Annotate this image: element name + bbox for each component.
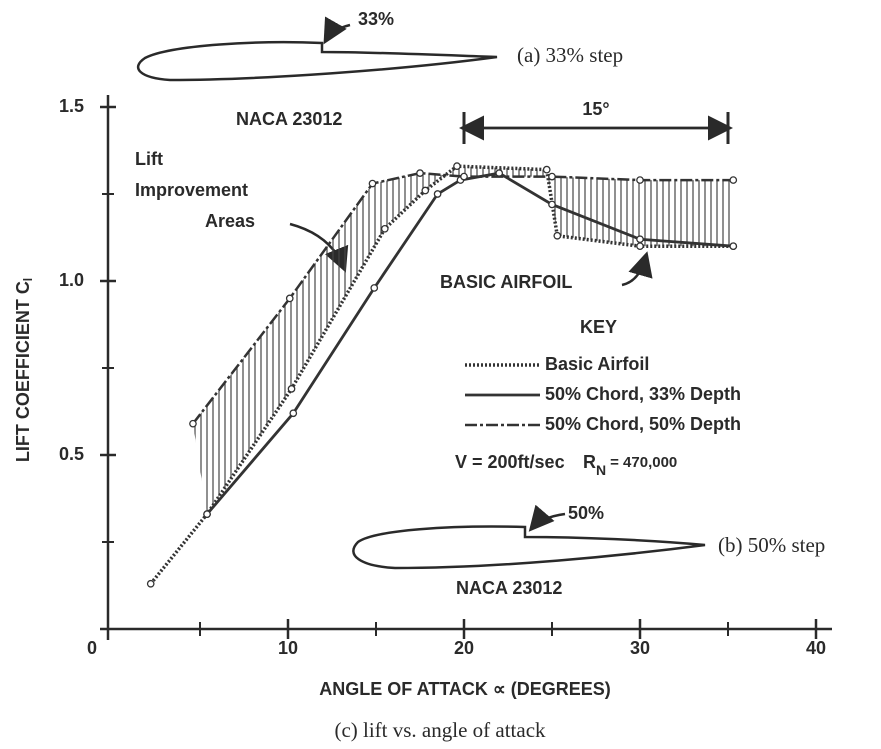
series-line xyxy=(149,164,734,585)
airfoil-b-arrow xyxy=(528,504,566,532)
data-point xyxy=(636,242,644,251)
data-point xyxy=(370,284,379,292)
data-point xyxy=(368,179,377,188)
legend-label: 50% Chord, 50% Depth xyxy=(545,414,741,434)
bracket-label: 15° xyxy=(582,99,609,119)
improvement-label: Lift xyxy=(135,149,163,169)
data-point xyxy=(146,579,155,588)
x-axis-label: ANGLE OF ATTACK ∝ (DEGREES) xyxy=(319,679,611,699)
data-point xyxy=(729,242,738,251)
data-point xyxy=(380,224,389,233)
data-point xyxy=(287,385,296,393)
x-tick-label: 30 xyxy=(630,638,650,658)
data-point xyxy=(548,200,556,209)
airfoil-a-name: NACA 23012 xyxy=(236,109,342,129)
airfoil-b-name: NACA 23012 xyxy=(456,578,562,598)
data-point xyxy=(453,162,461,171)
legend-title: KEY xyxy=(580,317,617,337)
reynolds: RN = 470,000 xyxy=(583,452,677,478)
airfoil-a-shape xyxy=(137,40,498,82)
airfoil-a-caption: (a) 33% step xyxy=(517,43,623,67)
improvement-label: Improvement xyxy=(135,180,248,200)
data-point xyxy=(421,186,430,195)
y-tick-label: 1.0 xyxy=(59,270,84,290)
data-point xyxy=(542,165,551,174)
data-point xyxy=(636,176,644,184)
x-tick-label: 20 xyxy=(454,638,474,658)
data-point xyxy=(729,176,738,184)
improvement-label: Areas xyxy=(205,211,255,231)
data-point xyxy=(289,409,298,418)
caption: (c) lift vs. angle of attack xyxy=(334,718,546,742)
data-point xyxy=(433,190,442,198)
data-point xyxy=(553,231,562,240)
x-tick-label: 40 xyxy=(806,638,826,658)
airfoil-b-shape xyxy=(352,525,706,570)
legend-label: Basic Airfoil xyxy=(545,354,649,374)
data-point xyxy=(189,419,197,428)
hatch-area xyxy=(192,166,734,515)
data-point xyxy=(460,172,468,181)
y-tick-label: 0.5 xyxy=(59,444,84,464)
y-tick-label: 1.5 xyxy=(59,96,84,116)
data-point xyxy=(203,510,211,519)
airfoil-a-depth: 33% xyxy=(358,9,394,29)
basic-airfoil-label: BASIC AIRFOIL xyxy=(440,272,572,292)
basic-airfoil-arrow xyxy=(621,251,653,287)
data-point xyxy=(416,169,424,177)
data-point xyxy=(548,172,556,181)
x-tick-label: 10 xyxy=(278,638,298,658)
data-point xyxy=(636,235,644,244)
velocity: V = 200ft/sec xyxy=(455,452,565,472)
y-axis-label: LIFT COEFFICIENT Cl xyxy=(13,278,35,462)
x-tick-label: 0 xyxy=(87,638,97,658)
legend-label: 50% Chord, 33% Depth xyxy=(545,384,741,404)
airfoil-a-arrow xyxy=(323,16,351,45)
airfoil-b-depth: 50% xyxy=(568,503,604,523)
series-line xyxy=(191,171,734,425)
airfoil-b-caption: (b) 50% step xyxy=(718,533,825,557)
data-point xyxy=(285,294,294,303)
